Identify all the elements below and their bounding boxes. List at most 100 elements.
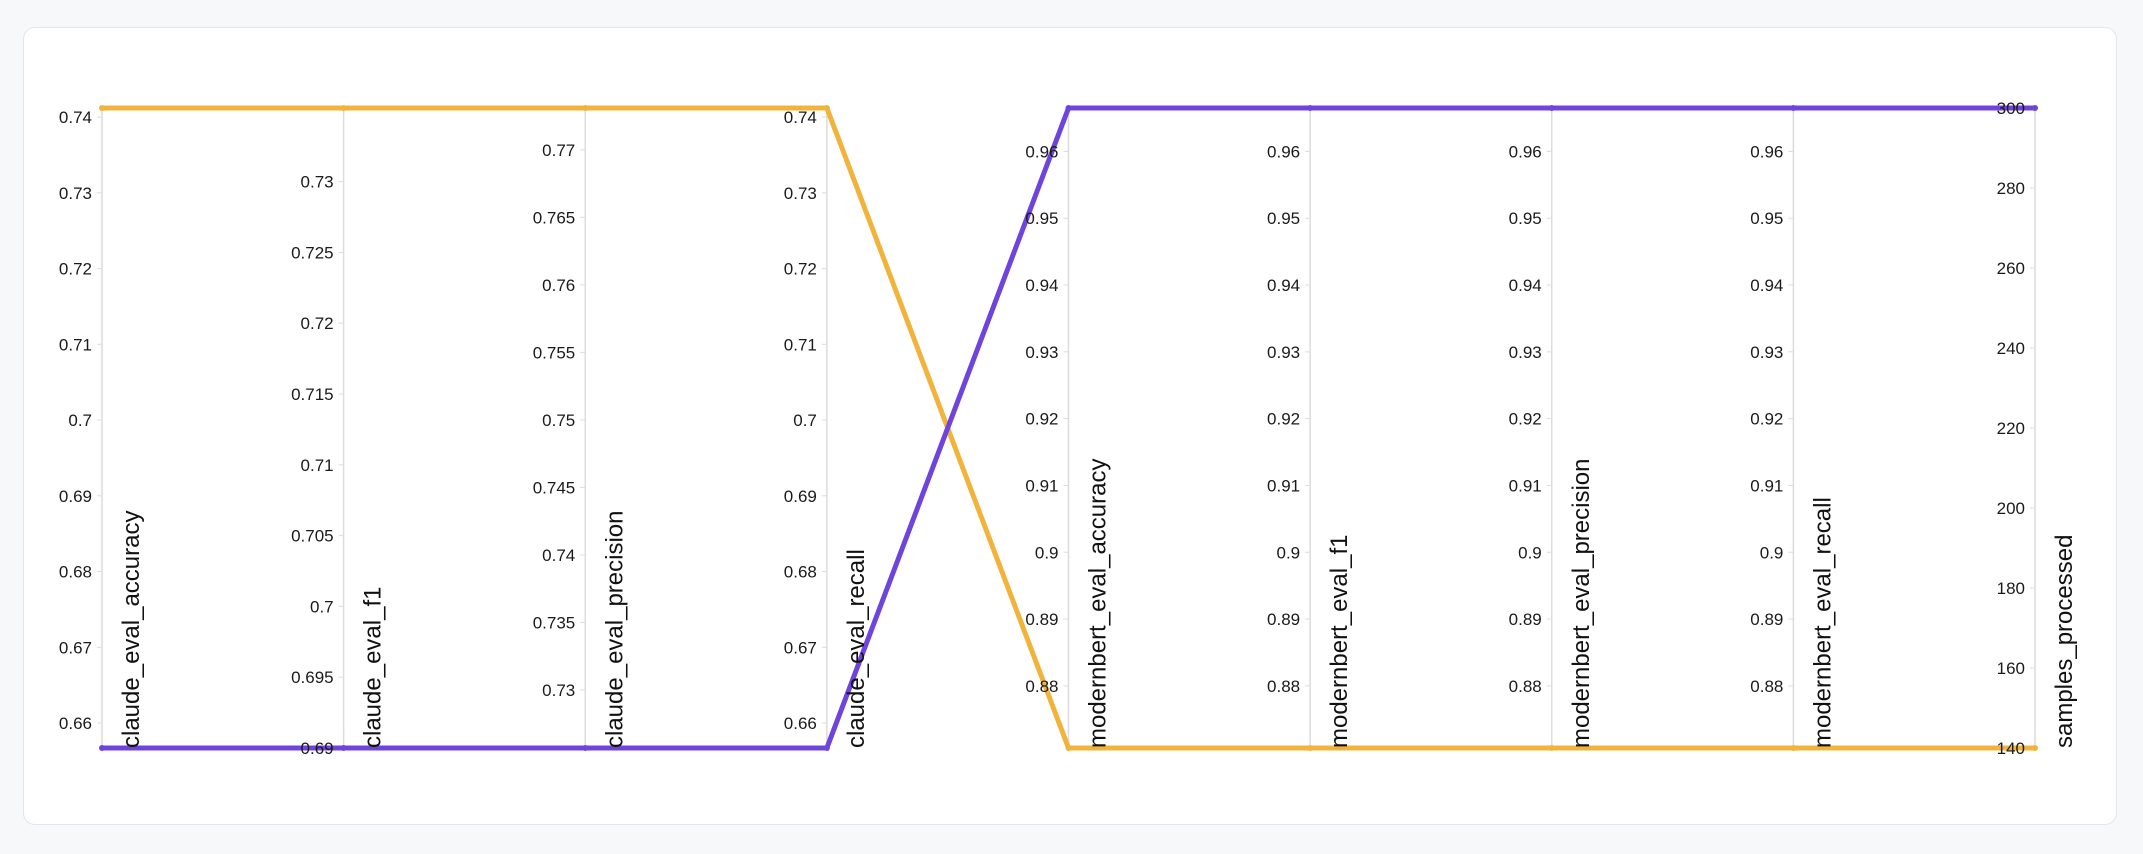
tick-label: 0.88 bbox=[1025, 677, 1058, 696]
tick-label: 0.91 bbox=[1025, 476, 1058, 495]
tick-label: 0.72 bbox=[301, 314, 334, 333]
tick-label: 0.94 bbox=[1025, 276, 1058, 295]
data-point bbox=[1307, 105, 1314, 111]
tick-label: 0.96 bbox=[1025, 142, 1058, 161]
tick-label: 0.94 bbox=[1267, 276, 1300, 295]
tick-label: 0.745 bbox=[533, 478, 576, 497]
tick-label: 0.77 bbox=[542, 141, 575, 160]
data-point bbox=[823, 745, 830, 751]
tick-label: 0.69 bbox=[59, 487, 92, 506]
data-point bbox=[340, 745, 347, 751]
data-point bbox=[582, 745, 589, 751]
tick-label: 0.92 bbox=[1750, 410, 1783, 429]
tick-label: 0.9 bbox=[1276, 543, 1300, 562]
tick-label: 0.93 bbox=[1025, 343, 1058, 362]
tick-label: 0.95 bbox=[1025, 209, 1058, 228]
tick-label: 0.7 bbox=[310, 597, 334, 616]
tick-label: 0.73 bbox=[59, 184, 92, 203]
tick-label: 0.71 bbox=[301, 456, 334, 475]
tick-label: 0.71 bbox=[59, 335, 92, 354]
tick-label: 0.74 bbox=[59, 108, 92, 127]
axis-label-claude_eval_precision: claude_eval_precision bbox=[601, 511, 628, 749]
tick-label: 0.73 bbox=[542, 681, 575, 700]
tick-label: 0.74 bbox=[784, 108, 817, 127]
tick-label: 0.695 bbox=[291, 668, 334, 687]
tick-label: 0.92 bbox=[1509, 410, 1542, 429]
tick-label: 0.89 bbox=[1750, 610, 1783, 629]
data-point bbox=[1548, 105, 1555, 111]
tick-label: 0.69 bbox=[784, 487, 817, 506]
data-point bbox=[1065, 105, 1072, 111]
tick-label: 0.93 bbox=[1750, 343, 1783, 362]
axis-label-claude_eval_f1: claude_eval_f1 bbox=[360, 587, 387, 748]
tick-label: 0.94 bbox=[1750, 276, 1783, 295]
axis-label-modernbert_eval_f1: modernbert_eval_f1 bbox=[1326, 535, 1353, 748]
tick-label: 0.73 bbox=[784, 184, 817, 203]
tick-label: 0.91 bbox=[1750, 476, 1783, 495]
data-point bbox=[2032, 105, 2038, 111]
tick-label: 0.75 bbox=[542, 411, 575, 430]
tick-label: 0.74 bbox=[542, 546, 575, 565]
axis-label-claude_eval_recall: claude_eval_recall bbox=[843, 549, 870, 748]
tick-label: 240 bbox=[1997, 339, 2025, 358]
tick-label: 0.76 bbox=[542, 276, 575, 295]
tick-label: 0.755 bbox=[533, 343, 576, 362]
axis-label-modernbert_eval_accuracy: modernbert_eval_accuracy bbox=[1085, 459, 1112, 749]
tick-label: 0.765 bbox=[533, 208, 576, 227]
tick-label: 0.88 bbox=[1267, 677, 1300, 696]
tick-label: 0.91 bbox=[1509, 476, 1542, 495]
tick-label: 0.69 bbox=[301, 739, 334, 758]
data-point bbox=[99, 105, 105, 111]
tick-label: 0.96 bbox=[1509, 142, 1542, 161]
lines-layer bbox=[99, 105, 2038, 751]
data-point bbox=[823, 105, 830, 111]
tick-label: 0.9 bbox=[1518, 543, 1542, 562]
tick-label: 0.94 bbox=[1509, 276, 1542, 295]
tick-label: 140 bbox=[1997, 739, 2025, 758]
data-point bbox=[1307, 745, 1314, 751]
data-point bbox=[1790, 105, 1797, 111]
tick-label: 0.66 bbox=[59, 714, 92, 733]
tick-label: 0.95 bbox=[1509, 209, 1542, 228]
tick-label: 220 bbox=[1997, 419, 2025, 438]
data-point bbox=[99, 745, 105, 751]
tick-label: 300 bbox=[1997, 99, 2025, 118]
tick-label: 260 bbox=[1997, 259, 2025, 278]
tick-label: 0.72 bbox=[59, 260, 92, 279]
tick-label: 0.95 bbox=[1267, 209, 1300, 228]
data-point bbox=[1548, 745, 1555, 751]
tick-label: 0.705 bbox=[291, 527, 334, 546]
tick-label: 160 bbox=[1997, 659, 2025, 678]
tick-label: 0.9 bbox=[1035, 543, 1059, 562]
tick-label: 0.7 bbox=[68, 411, 92, 430]
tick-label: 0.9 bbox=[1760, 543, 1784, 562]
tick-label: 0.92 bbox=[1267, 410, 1300, 429]
tick-label: 0.88 bbox=[1750, 677, 1783, 696]
tick-label: 0.715 bbox=[291, 385, 334, 404]
tick-label: 0.67 bbox=[59, 638, 92, 657]
tick-label: 0.96 bbox=[1750, 142, 1783, 161]
chart-card bbox=[23, 27, 2117, 825]
tick-label: 0.66 bbox=[784, 714, 817, 733]
tick-label: 0.735 bbox=[533, 613, 576, 632]
tick-label: 0.92 bbox=[1025, 410, 1058, 429]
tick-label: 0.89 bbox=[1509, 610, 1542, 629]
tick-label: 0.91 bbox=[1267, 476, 1300, 495]
tick-label: 0.7 bbox=[793, 411, 817, 430]
tick-label: 0.95 bbox=[1750, 209, 1783, 228]
axis-label-modernbert_eval_precision: modernbert_eval_precision bbox=[1568, 459, 1595, 749]
tick-label: 280 bbox=[1997, 179, 2025, 198]
data-point bbox=[582, 105, 589, 111]
tick-label: 0.93 bbox=[1509, 343, 1542, 362]
tick-label: 0.93 bbox=[1267, 343, 1300, 362]
data-point bbox=[340, 105, 347, 111]
axis-label-samples_processed: samples_processed bbox=[2051, 535, 2078, 748]
data-point bbox=[1790, 745, 1797, 751]
tick-label: 0.68 bbox=[784, 563, 817, 582]
tick-label: 0.96 bbox=[1267, 142, 1300, 161]
data-point bbox=[2032, 745, 2038, 751]
axes-layer bbox=[97, 107, 2036, 749]
tick-label: 0.725 bbox=[291, 243, 334, 262]
tick-label: 0.89 bbox=[1267, 610, 1300, 629]
